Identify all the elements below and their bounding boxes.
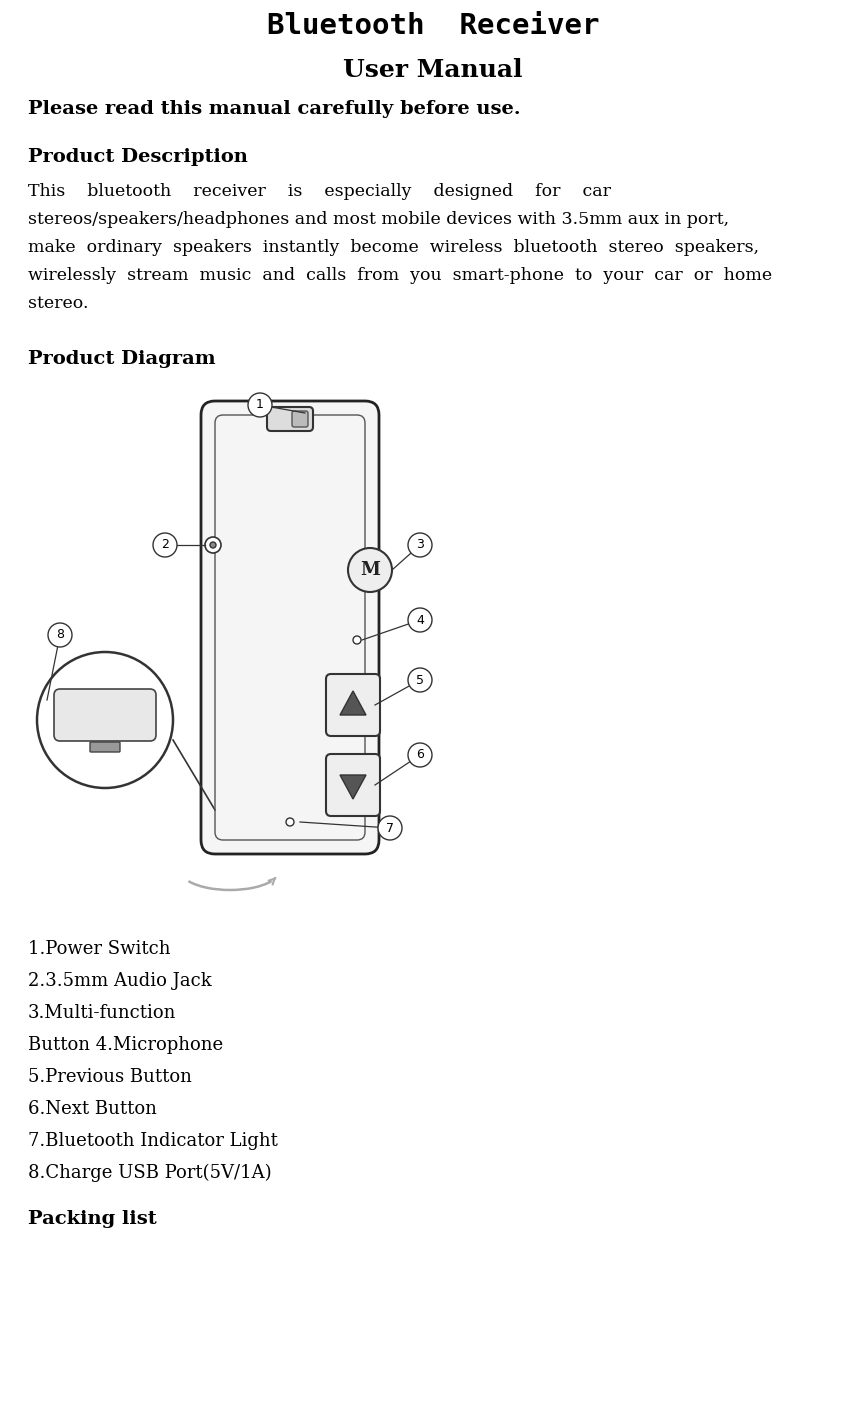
FancyBboxPatch shape [201, 401, 379, 853]
Circle shape [353, 636, 361, 644]
Circle shape [248, 393, 272, 417]
Text: 6: 6 [416, 749, 424, 762]
FancyBboxPatch shape [90, 742, 120, 752]
FancyBboxPatch shape [292, 411, 308, 427]
Text: 5: 5 [416, 674, 424, 687]
Text: make  ordinary  speakers  instantly  become  wireless  bluetooth  stereo  speake: make ordinary speakers instantly become … [28, 239, 759, 256]
Text: 5.Previous Button: 5.Previous Button [28, 1068, 192, 1087]
Circle shape [210, 543, 216, 548]
Text: 7.Bluetooth Indicator Light: 7.Bluetooth Indicator Light [28, 1132, 278, 1150]
FancyBboxPatch shape [326, 755, 380, 815]
Circle shape [408, 668, 432, 692]
Text: 3: 3 [416, 538, 424, 551]
Text: M: M [360, 561, 380, 579]
Circle shape [408, 608, 432, 632]
Text: Button 4.Microphone: Button 4.Microphone [28, 1036, 223, 1054]
Text: 2.3.5mm Audio Jack: 2.3.5mm Audio Jack [28, 972, 212, 991]
Circle shape [153, 533, 177, 557]
Text: 8: 8 [56, 629, 64, 642]
Text: Please read this manual carefully before use.: Please read this manual carefully before… [28, 100, 520, 119]
Polygon shape [340, 774, 366, 798]
FancyBboxPatch shape [326, 674, 380, 736]
Text: This    bluetooth    receiver    is    especially    designed    for    car: This bluetooth receiver is especially de… [28, 184, 611, 201]
Circle shape [48, 623, 72, 647]
Circle shape [286, 818, 294, 827]
Circle shape [205, 537, 221, 552]
Circle shape [408, 533, 432, 557]
Text: stereos/speakers/headphones and most mobile devices with 3.5mm aux in port,: stereos/speakers/headphones and most mob… [28, 211, 729, 227]
Text: 7: 7 [386, 821, 394, 835]
Text: 4: 4 [416, 613, 424, 626]
FancyBboxPatch shape [54, 690, 156, 740]
Text: Bluetooth  Receiver: Bluetooth Receiver [267, 11, 599, 40]
Text: 8.Charge USB Port(5V/1A): 8.Charge USB Port(5V/1A) [28, 1164, 272, 1183]
Text: 3.Multi-function: 3.Multi-function [28, 1005, 177, 1022]
Text: 1.Power Switch: 1.Power Switch [28, 940, 171, 958]
Circle shape [37, 651, 173, 788]
Text: 1: 1 [256, 398, 264, 411]
Polygon shape [340, 691, 366, 715]
Text: wirelessly  stream  music  and  calls  from  you  smart-phone  to  your  car  or: wirelessly stream music and calls from y… [28, 267, 772, 284]
Text: 2: 2 [161, 538, 169, 551]
Text: stereo.: stereo. [28, 295, 88, 312]
Circle shape [378, 815, 402, 839]
Text: Product Description: Product Description [28, 148, 248, 165]
Text: Product Diagram: Product Diagram [28, 350, 216, 367]
FancyBboxPatch shape [267, 407, 313, 431]
Text: 6.Next Button: 6.Next Button [28, 1099, 157, 1118]
Text: User Manual: User Manual [343, 58, 523, 82]
Circle shape [348, 548, 392, 592]
Circle shape [408, 743, 432, 767]
Text: Packing list: Packing list [28, 1210, 157, 1228]
